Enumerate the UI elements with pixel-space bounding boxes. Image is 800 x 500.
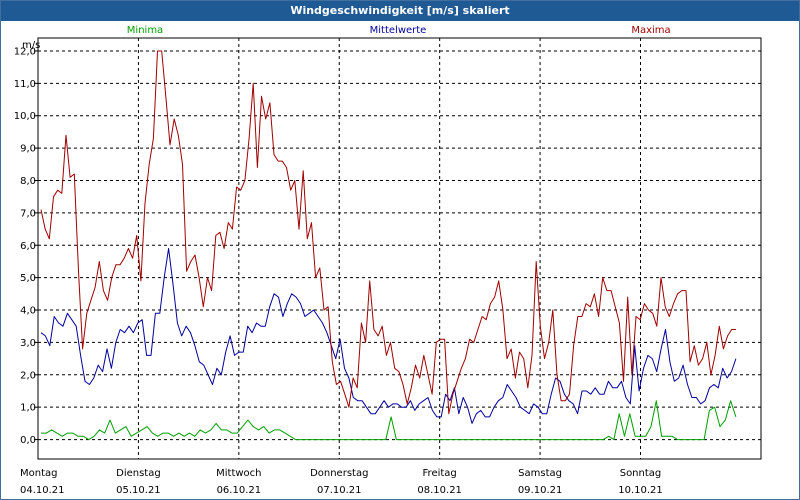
x-day-label: Donnerstag bbox=[310, 468, 368, 479]
plot-area bbox=[37, 37, 762, 460]
y-tick-label: 11,0 bbox=[14, 79, 36, 90]
y-tick-label: 5,0 bbox=[20, 273, 36, 284]
x-date-label: 05.10.21 bbox=[116, 485, 161, 496]
x-date-label: 04.10.21 bbox=[20, 485, 65, 496]
y-tick-label: 7,0 bbox=[20, 208, 36, 219]
x-day-label: Mittwoch bbox=[216, 468, 261, 479]
y-axis: 0,0 1,0 2,0 3,0 4,0 5,0 6,0 7,0 8,0 9,0 10,0 11,0 12… bbox=[14, 46, 38, 446]
x-day-label: Sonntag bbox=[620, 468, 662, 479]
x-day-label: Freitag bbox=[423, 468, 457, 479]
y-tick-label: 3,0 bbox=[20, 338, 36, 349]
series-line-minima bbox=[41, 400, 737, 441]
window-title: Windgeschwindigkeit [m/s] skaliert bbox=[1, 1, 799, 21]
x-date-label: 08.10.21 bbox=[417, 485, 462, 496]
x-day-label: Dienstag bbox=[116, 468, 161, 479]
legend-mittelwerte: Mittelwerte bbox=[370, 25, 427, 36]
series-group bbox=[40, 50, 737, 441]
y-tick-label: 1,0 bbox=[20, 403, 36, 414]
x-date-label: 09.10.21 bbox=[518, 485, 563, 496]
y-tick-label: 4,0 bbox=[20, 306, 36, 317]
series-line-maxima bbox=[40, 50, 736, 415]
y-tick-label: 9,0 bbox=[20, 144, 36, 155]
y-tick-label: 2,0 bbox=[20, 370, 36, 381]
y-unit-label: m/s bbox=[22, 40, 40, 51]
y-tick-label: 10,0 bbox=[14, 111, 36, 122]
series-line-mittelwerte bbox=[40, 248, 737, 424]
x-date-label: 07.10.21 bbox=[317, 485, 362, 496]
legend-minima: Minima bbox=[127, 25, 163, 36]
y-tick-label: 6,0 bbox=[20, 241, 36, 252]
legend-maxima: Maxima bbox=[631, 25, 670, 36]
y-tick-label: 0,0 bbox=[20, 435, 36, 446]
y-tick-label: 12,0 bbox=[14, 46, 36, 57]
x-date-label: 10.10.21 bbox=[618, 485, 663, 496]
x-day-label: Montag bbox=[20, 468, 57, 479]
y-tick-label: 8,0 bbox=[20, 176, 36, 187]
x-axis: Montag 04.10.21 Dienstag 05.10.21 Mittwoch 06… bbox=[20, 468, 663, 496]
x-day-label: Samstag bbox=[518, 468, 562, 479]
x-date-label: 06.10.21 bbox=[217, 485, 262, 496]
